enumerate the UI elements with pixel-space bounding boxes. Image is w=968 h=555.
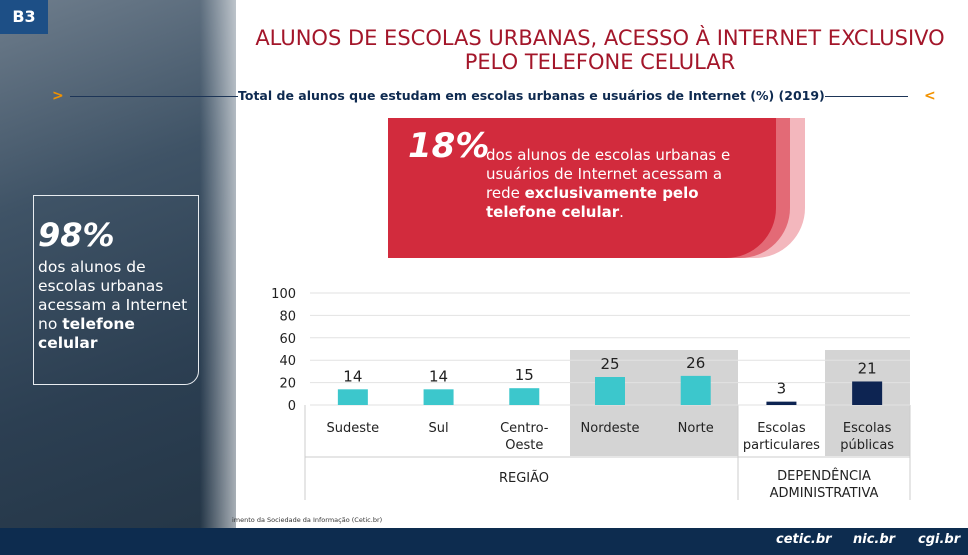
y-tick-label: 0: [288, 399, 296, 414]
y-tick-label: 20: [279, 377, 296, 392]
x-tick-label: Centro-Oeste: [482, 420, 566, 454]
x-tick-label: Norte: [654, 420, 738, 437]
logo: cgi.br: [918, 532, 960, 547]
x-tick-label: Escolas particulares: [739, 420, 823, 454]
y-tick-label: 100: [271, 287, 296, 302]
value-label: 21: [858, 359, 877, 377]
y-tick-label: 40: [279, 354, 296, 369]
logo: nic.br: [853, 532, 895, 547]
slide: {"slide": {"badge": "B3", "callout_main"…: [0, 0, 968, 555]
bar: [338, 389, 368, 405]
value-label: 26: [686, 354, 705, 372]
x-tick-label: Sul: [397, 420, 481, 437]
bar: [681, 376, 711, 405]
group-label: REGIÃO: [444, 470, 604, 487]
bar: [852, 381, 882, 405]
x-tick-label: Sudeste: [311, 420, 395, 437]
x-tick-label: Escolas públicas: [825, 420, 909, 454]
value-label: 14: [343, 367, 362, 385]
bar: [509, 388, 539, 405]
bar: [766, 402, 796, 405]
logo: cetic.br: [776, 532, 832, 547]
value-label: 3: [777, 380, 787, 398]
value-label: 25: [600, 355, 619, 373]
bar: [424, 389, 454, 405]
value-label: 14: [429, 367, 448, 385]
source: imento da Sociedade da Informação (Cetic…: [232, 516, 382, 524]
y-tick-label: 60: [279, 332, 296, 347]
y-tick-label: 80: [279, 309, 296, 324]
group-label: DEPENDÊNCIA ADMINISTRATIVA: [744, 468, 904, 502]
value-label: 15: [515, 366, 534, 384]
bar: [595, 377, 625, 405]
x-tick-label: Nordeste: [568, 420, 652, 437]
